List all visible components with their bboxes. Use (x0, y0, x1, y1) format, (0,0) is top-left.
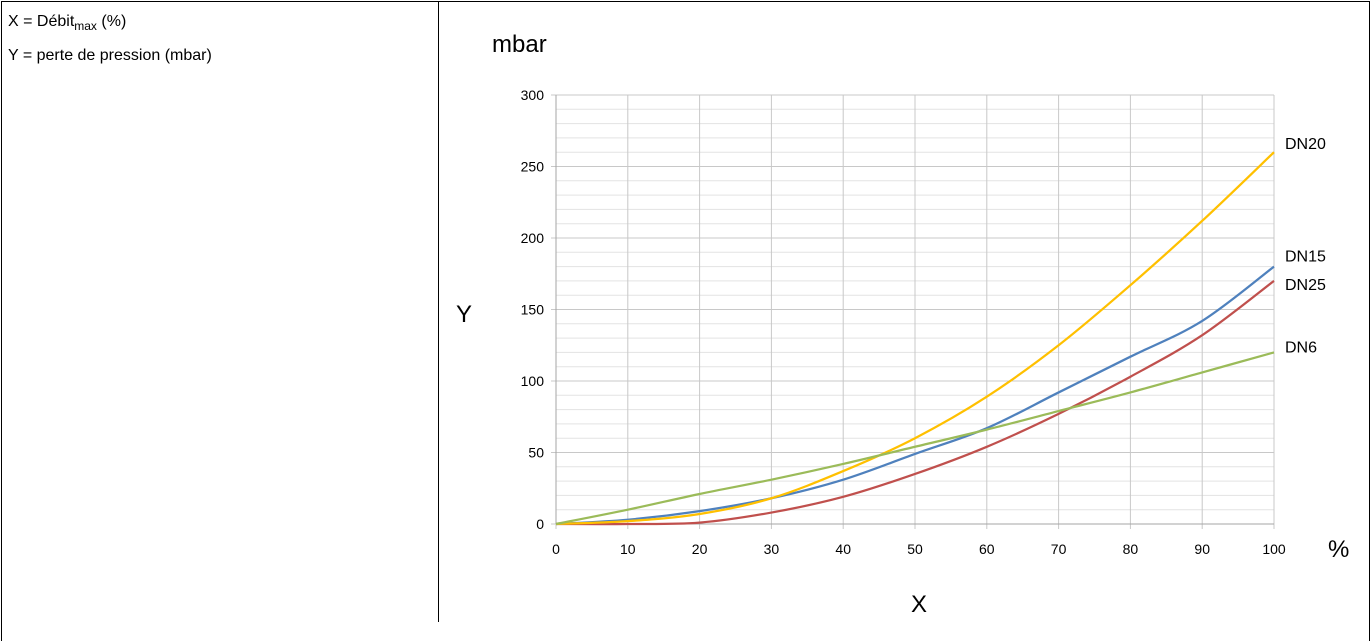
x-legend: X = Débitmax (%) (8, 12, 212, 36)
series-line-dn25 (555, 280, 1275, 526)
x-tick-label: 60 (979, 541, 995, 557)
y-tick-label: 0 (536, 516, 544, 532)
series-line-dn6 (555, 351, 1275, 526)
x-legend-subscript: max (74, 19, 97, 34)
unit-label: mbar (492, 31, 547, 58)
series-labels: DN20 DN15 DN25 DN6 (1285, 136, 1326, 356)
axis-legend: X = Débitmax (%) Y = perte de pression (… (8, 12, 212, 76)
x-legend-text: X = Débit (8, 13, 75, 30)
y-tick-label: 200 (521, 230, 545, 246)
x-legend-unit: (%) (96, 13, 127, 30)
y-tick-label: 300 (521, 87, 545, 103)
x-tick-label: 50 (907, 541, 923, 557)
series-lines (555, 151, 1275, 526)
y-tick-label: 150 (521, 302, 545, 318)
x-tick-label: 30 (764, 541, 780, 557)
y-tick-label: 50 (528, 445, 544, 461)
x-tick-label: 70 (1051, 541, 1067, 557)
series-line-dn20 (555, 151, 1275, 526)
y-tick-label: 100 (521, 373, 545, 389)
series-label-dn6: DN6 (1285, 339, 1317, 356)
column-divider (438, 1, 439, 622)
x-tick-label: 10 (620, 541, 636, 557)
x-axis-label: X (911, 591, 927, 618)
x-tick-label: 0 (552, 541, 560, 557)
x-tick-label: 90 (1194, 541, 1210, 557)
x-tick-label: 80 (1123, 541, 1139, 557)
series-label-dn25: DN25 (1285, 277, 1326, 294)
y-axis-label: Y (456, 301, 472, 328)
x-tick-label: 40 (835, 541, 851, 557)
line-chart: 0 50 100 150 200 250 300 0 10 20 30 40 50 60 70 80 90 10… (456, 31, 1349, 618)
y-tick-label: 250 (521, 159, 545, 175)
grid-major (551, 94, 1275, 529)
x-tick-label: 20 (692, 541, 708, 557)
y-tick-labels: 0 50 100 150 200 250 300 (521, 87, 545, 532)
y-legend: Y = perte de pression (mbar) (8, 47, 212, 65)
x-tick-labels: 0 10 20 30 40 50 60 70 80 90 100 (552, 541, 1286, 557)
series-label-dn15: DN15 (1285, 249, 1326, 266)
x-unit-label: % (1328, 536, 1349, 563)
x-tick-label: 100 (1262, 541, 1286, 557)
series-line-dn15 (555, 265, 1275, 526)
series-label-dn20: DN20 (1285, 136, 1326, 153)
